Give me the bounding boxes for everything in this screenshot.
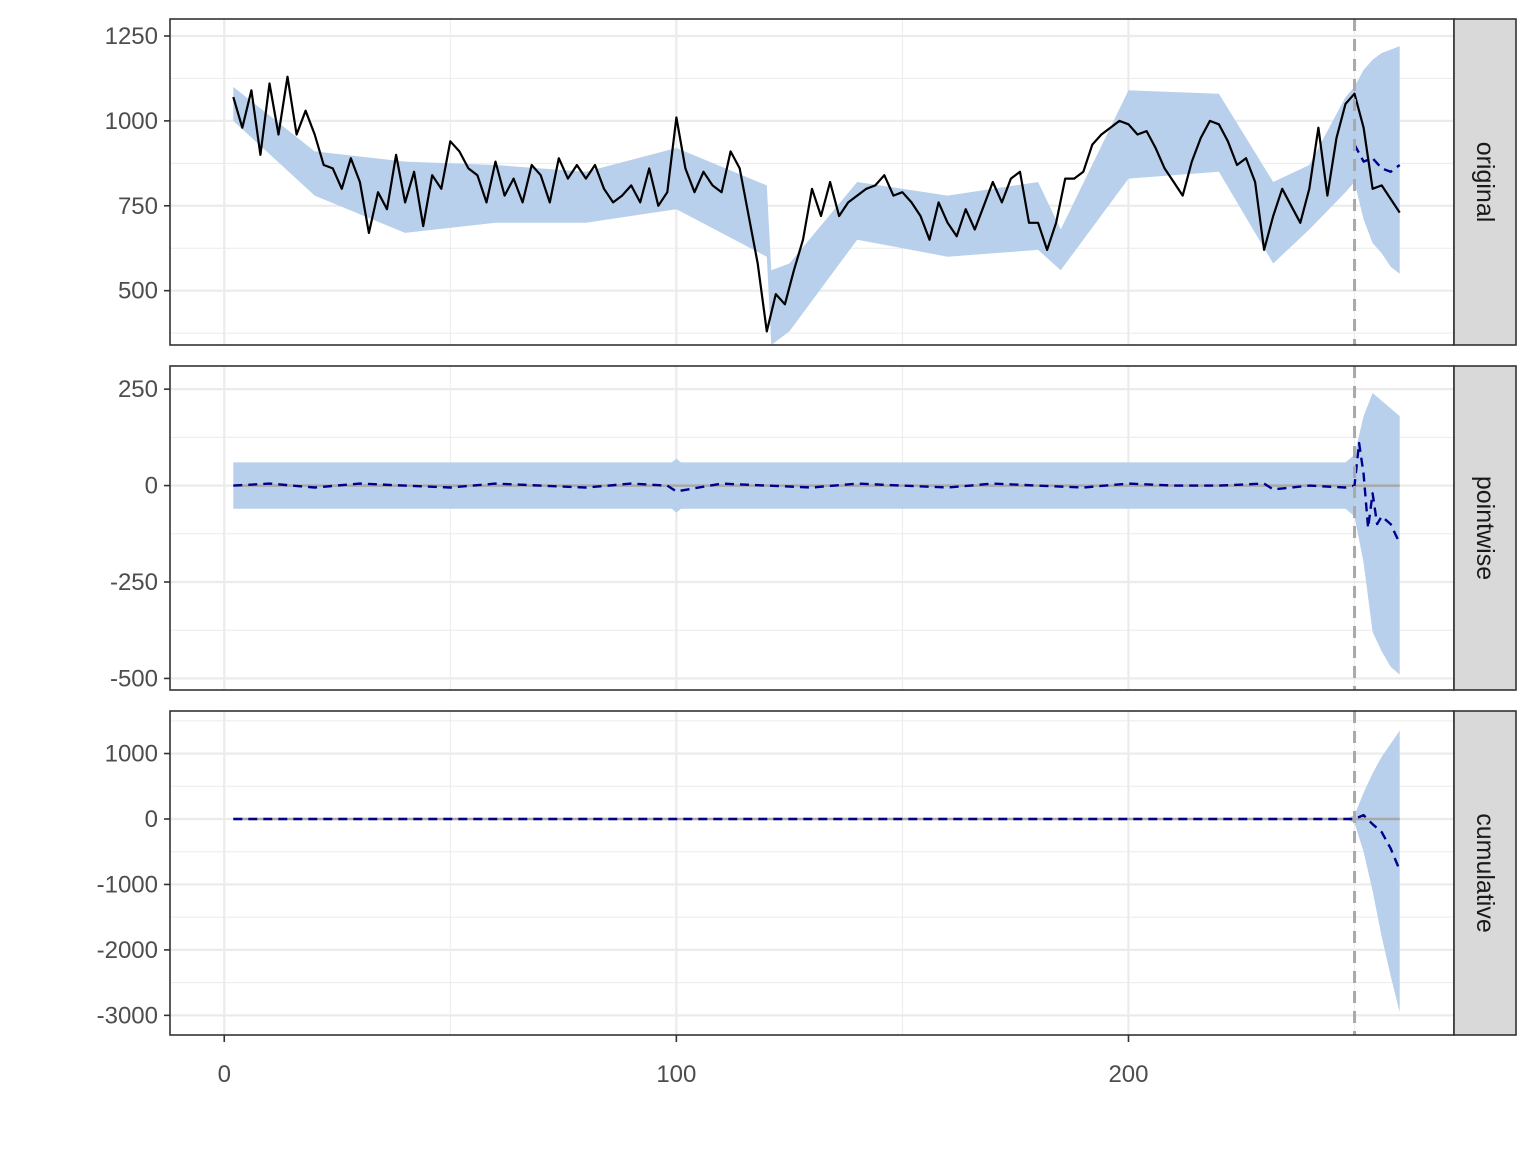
y-tick-label: -1000 (97, 871, 158, 898)
x-tick-label: 100 (656, 1061, 696, 1088)
x-axis: 0 100 200 (218, 1035, 1149, 1088)
prediction-series-line (1353, 144, 1401, 174)
facet-strip (1453, 18, 1517, 346)
y-tick-label: -500 (110, 665, 158, 692)
y-tick-label: -2000 (97, 937, 158, 964)
x-tick-label: 0 (218, 1061, 231, 1088)
y-tick-label: 1000 (105, 741, 158, 768)
prediction-series-line (233, 813, 1401, 871)
credible-interval-band (233, 393, 1400, 675)
plot-background (170, 711, 1454, 1035)
facet-strip (1453, 365, 1517, 691)
panel-original: 500 750 1000 1250 original (105, 18, 1517, 346)
plot-area (233, 393, 1401, 675)
facet-strip (1453, 710, 1517, 1036)
prediction-series-line (233, 441, 1401, 544)
panels-layer: 500 750 1000 1250 original -500 -250 0 250 pointw… (97, 18, 1517, 1036)
credible-interval-band (233, 46, 1400, 345)
plot-area (232, 46, 1401, 345)
y-tick-label: 0 (145, 806, 158, 833)
plot-area (233, 730, 1401, 1013)
y-tick-label: -3000 (97, 1002, 158, 1029)
observed-series-line (232, 75, 1401, 333)
y-tick-label: 750 (118, 193, 158, 220)
plot-background (170, 366, 1454, 690)
panel-cumulative: -3000 -2000 -1000 0 1000 cumulative (97, 710, 1517, 1036)
facet-strip-label: cumulative (1471, 813, 1499, 933)
y-tick-label: 0 (145, 473, 158, 500)
y-tick-label: -250 (110, 569, 158, 596)
panel-pointwise: -500 -250 0 250 pointwise (110, 365, 1517, 692)
y-tick-label: 250 (118, 376, 158, 403)
y-tick-label: 500 (118, 278, 158, 305)
y-tick-label: 1250 (105, 23, 158, 50)
facet-strip-label: original (1471, 142, 1499, 223)
y-tick-label: 1000 (105, 108, 158, 135)
facet-strip-label: pointwise (1471, 476, 1499, 580)
x-tick-label: 200 (1108, 1061, 1148, 1088)
